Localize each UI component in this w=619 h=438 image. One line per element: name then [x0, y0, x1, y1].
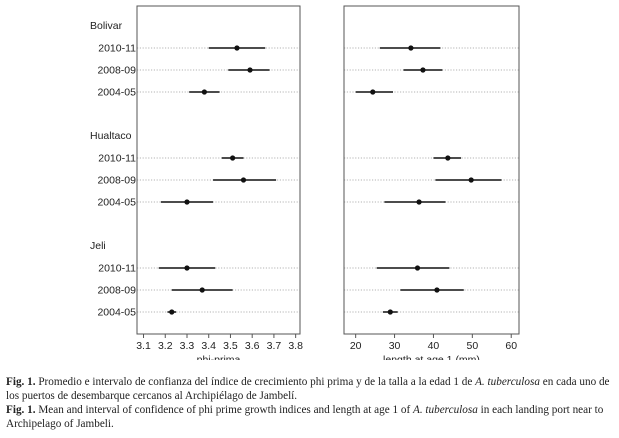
length-point-hualtaco-2010-11	[445, 155, 451, 161]
caption-en-label: Fig. 1.	[6, 404, 36, 416]
row-label-jeli-2008-09: 2008-09	[97, 285, 136, 297]
length-point-bolivar-2008-09	[420, 67, 426, 73]
length-point-jeli-2008-09	[434, 287, 440, 293]
phi-point-bolivar-2010-11	[234, 45, 240, 51]
length-x-tick-label: 30	[389, 340, 401, 352]
phi-point-jeli-2004-05	[169, 309, 175, 315]
caption-spanish: Fig. 1. Promedio e intervalo de confianz…	[6, 375, 614, 403]
caption-es-text-2: en cada uno de los puertos de desembarqu…	[6, 376, 610, 402]
phi-x-tick-label: 3.2	[158, 340, 173, 352]
caption-es-text-1: Promedio e intervalo de confianza del ín…	[35, 376, 476, 388]
phi-x-tick-label: 3.3	[180, 340, 195, 352]
phi-point-bolivar-2004-05	[201, 89, 207, 95]
caption-english: Fig. 1. Mean and interval of confidence …	[6, 403, 614, 431]
caption-es-species: A. tuberculosa	[475, 376, 540, 388]
length-point-hualtaco-2004-05	[416, 199, 422, 205]
length-point-jeli-2010-11	[414, 265, 421, 271]
row-label-bolivar-2004-05: 2004-05	[97, 87, 136, 99]
phi-x-tick-label: 3.5	[223, 340, 238, 352]
phi-point-bolivar-2008-09	[247, 67, 253, 73]
phi-point-hualtaco-2004-05	[184, 199, 190, 205]
length-at-age-panel: 20 30 40 50 60 length at age 1 (mm)	[343, 5, 520, 360]
phi-x-tick-label: 3.8	[288, 340, 303, 352]
caption-en-text-1: Mean and interval of confidence of phi p…	[35, 404, 413, 416]
phi-x-axis-label: phi-prima	[197, 354, 241, 360]
phi-point-jeli-2010-11	[184, 265, 190, 271]
phi-x-tick-label: 3.1	[136, 340, 151, 352]
caption-en-text-2: in each landing port near to Archipelago…	[6, 404, 604, 430]
caption-es-label: Fig. 1.	[6, 376, 36, 388]
length-panel-frame	[343, 5, 520, 335]
length-x-tick-label: 40	[428, 340, 440, 352]
group-label-hualtaco: Hualtaco	[90, 130, 132, 142]
row-label-jeli-2004-05: 2004-05	[97, 307, 136, 319]
phi-x-tick-label: 3.7	[267, 340, 282, 352]
row-label-hualtaco-2008-09: 2008-09	[97, 175, 136, 187]
row-label-jeli-2010-11: 2010-11	[98, 263, 136, 275]
length-x-axis-label: length at age 1 (mm)	[383, 354, 480, 360]
phi-point-hualtaco-2008-09	[240, 177, 247, 183]
row-labels: Bolivar Hualtaco Jeli 2010-11 2008-09 2004-05…	[90, 20, 136, 319]
length-x-tick-label: 20	[350, 340, 362, 352]
row-label-bolivar-2008-09: 2008-09	[97, 65, 136, 77]
row-label-bolivar-2010-11: 2010-11	[98, 43, 136, 55]
length-point-bolivar-2004-05	[370, 89, 376, 95]
group-label-jeli: Jeli	[90, 240, 106, 252]
length-x-tick-label: 60	[505, 340, 517, 352]
length-point-bolivar-2010-11	[408, 45, 414, 51]
phi-prima-panel: 3.1 3.2 3.3 3.4 3.5 3.6 3.7 3.8 phi-prima	[136, 5, 303, 360]
caption-en-species: A. tuberculosa	[412, 404, 478, 416]
phi-x-tick-label: 3.6	[245, 340, 260, 352]
length-x-tick-label: 50	[466, 340, 478, 352]
phi-point-hualtaco-2010-11	[230, 155, 236, 161]
row-label-hualtaco-2004-05: 2004-05	[97, 197, 136, 209]
forest-plot-figure: Bolivar Hualtaco Jeli 2010-11 2008-09 2004-05…	[90, 5, 520, 360]
length-point-hualtaco-2008-09	[468, 177, 474, 183]
phi-panel-frame	[136, 5, 301, 335]
length-point-jeli-2004-05	[387, 309, 393, 315]
group-label-bolivar: Bolivar	[90, 20, 123, 32]
phi-point-jeli-2008-09	[199, 287, 205, 293]
row-label-hualtaco-2010-11: 2010-11	[98, 153, 136, 165]
phi-x-tick-label: 3.4	[201, 340, 216, 352]
